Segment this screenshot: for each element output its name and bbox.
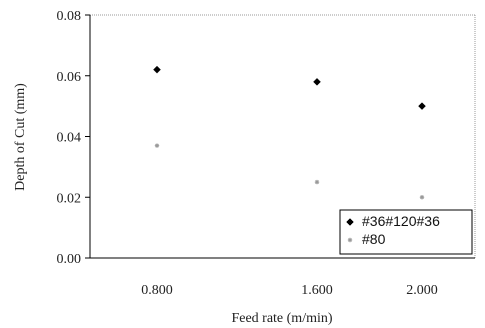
legend-box [339,209,473,255]
y-tick-label: 0.04 [57,131,82,146]
legend-marker-diamond [346,218,354,226]
x-axis-ticks: 0.800 1.600 2.000 [141,283,438,298]
legend-marker-star [347,237,353,243]
y-axis-ticks: 0.00 0.02 0.04 0.06 0.08 [57,9,90,267]
y-tick-label: 0.08 [57,9,82,24]
x-tick-label: 2.000 [406,283,438,298]
point-80 [419,195,425,200]
y-axis-title: Depth of Cut (mm) [13,83,28,191]
point-36-120-36 [313,77,321,86]
data-points [153,65,426,200]
y-tick-label: 0.06 [57,70,82,85]
x-axis-title: Feed rate (m/min) [231,311,332,326]
legend: #36#120#36 #80 [339,209,473,255]
x-tick-label: 1.600 [301,283,333,298]
x-tick-label: 0.800 [141,283,173,298]
legend-label: #80 [362,231,386,247]
point-36-120-36 [153,65,161,74]
y-tick-label: 0.02 [57,191,82,206]
point-80 [314,179,320,185]
point-80 [154,143,160,148]
y-tick-label: 0.00 [57,252,82,267]
legend-label: #36#120#36 [362,213,440,229]
point-36-120-36 [418,102,426,110]
